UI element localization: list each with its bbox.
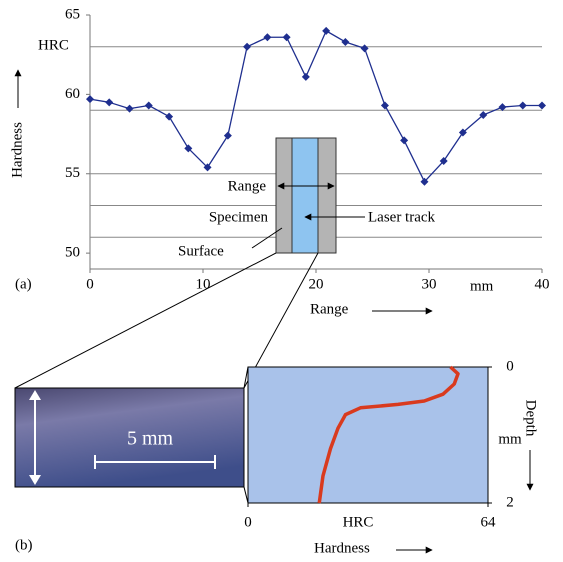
data-point [144,101,153,110]
y-tick-label: 0 [506,358,514,374]
data-point [341,37,350,46]
panel-label: (b) [15,537,33,553]
annotation: Range [228,178,267,194]
data-point [380,101,389,110]
data-point [439,157,448,166]
annotation: Specimen [209,209,269,225]
data-point [301,72,310,81]
annotation: Surface [178,243,224,259]
connector [243,486,249,504]
annotation: Laser track [368,209,436,225]
data-point [203,163,212,172]
data-point [538,101,546,110]
data-point [322,26,331,35]
y-tick-label: 60 [65,86,80,102]
x-tick-label: 20 [309,276,324,292]
panel-label: (a) [15,276,32,292]
data-line [317,365,460,504]
x-axis-label: Range [310,301,349,317]
data-point [360,44,369,53]
data-point [243,42,252,51]
connector [243,252,319,389]
laser-track [291,137,319,254]
x-tick-label: 0 [244,514,252,530]
scale-label: 5 mm [127,428,174,450]
data-point [458,128,467,137]
x-tick-label: 40 [535,276,550,292]
y-tick-label: 2 [506,494,514,510]
data-point [223,131,232,140]
y-axis-label: Depth [523,400,539,437]
y-tick-label: 50 [65,245,80,261]
data-point [420,177,429,186]
x-tick-label: 64 [481,514,497,530]
data-point [165,112,174,121]
x-unit: HRC [343,514,374,530]
x-axis-label: Hardness [314,540,370,556]
y-tick-label: 65 [65,6,80,22]
data-point [184,144,193,153]
y-axis-label: Hardness [9,122,25,178]
y-unit: HRC [38,37,69,53]
data-point [105,98,114,107]
data-line [89,30,542,183]
data-point [498,103,507,112]
data-point [86,95,94,104]
data-point [125,104,134,113]
data-point [479,111,488,120]
x-tick-label: 0 [86,276,94,292]
x-tick-label: 10 [196,276,211,292]
connector [14,252,277,389]
data-point [400,136,409,145]
data-point [282,33,291,42]
x-unit: mm [470,278,494,294]
micrograph [14,387,245,488]
arrowheads [29,390,41,485]
x-tick-label: 30 [422,276,437,292]
data-point [263,33,272,42]
surface-pointer [251,227,283,249]
data-point [518,101,527,110]
y-tick-label: 55 [65,165,80,181]
connector [243,366,249,389]
y-unit: mm [498,431,522,447]
